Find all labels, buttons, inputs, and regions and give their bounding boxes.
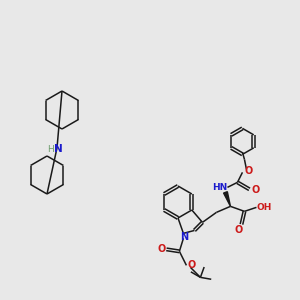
Text: H: H <box>46 145 53 154</box>
Text: HN: HN <box>212 183 227 192</box>
Text: O: O <box>157 244 166 254</box>
Text: N: N <box>54 144 62 154</box>
Text: OH: OH <box>257 203 272 212</box>
Text: O: O <box>234 225 243 236</box>
Text: O: O <box>251 185 260 195</box>
Text: N: N <box>180 232 188 242</box>
Polygon shape <box>224 192 230 206</box>
Text: O: O <box>244 167 253 176</box>
Text: O: O <box>187 260 196 270</box>
